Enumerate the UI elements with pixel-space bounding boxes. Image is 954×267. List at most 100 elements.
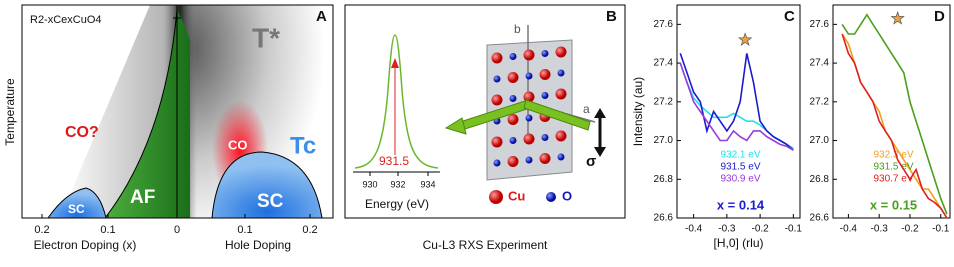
cu-atom (555, 46, 567, 58)
x-tick-label: 0.2 (34, 224, 49, 236)
x-tick-label: 0 (174, 224, 180, 236)
x-tick-label: -0.4 (840, 224, 858, 235)
legend-entry: 930.7 eV (873, 174, 913, 185)
x-tick-label: -0.3 (871, 224, 889, 235)
af-boundary (104, 9, 178, 219)
annotation: x = 0.14 (717, 197, 765, 212)
annotation: x = 0.15 (870, 197, 917, 212)
sc-dome-left (47, 187, 107, 219)
y-tick-label: 27.4 (654, 58, 674, 69)
cu-atom (491, 52, 503, 64)
x-label: [H,0] (rlu) (713, 236, 763, 250)
panel-b: B 931.5 930 932 934 Energy (eV) b a σ Cu… (344, 4, 626, 252)
t-star: T* (252, 22, 280, 53)
x-tick-label: -0.3 (718, 224, 736, 235)
cu-atom (539, 153, 551, 164)
x-tick-label: -0.2 (751, 224, 769, 235)
series-line (841, 33, 948, 219)
x-tick-label: 932 (390, 179, 405, 189)
x-tick-label: 934 (420, 179, 435, 189)
x-ticks (41, 17, 311, 218)
star-marker (737, 32, 753, 46)
sigma-label: σ (586, 153, 596, 170)
o-atom (525, 114, 533, 122)
plot-frame (676, 4, 801, 219)
o-atom (557, 153, 565, 161)
y-tick-label: 27.0 (654, 135, 674, 146)
o-legend: O (562, 188, 572, 203)
legend-entry: 931.5 eV (720, 162, 760, 173)
panel-label: B (606, 8, 617, 25)
o-atom (541, 50, 549, 57)
o-atom (541, 92, 549, 99)
arrow-head (391, 58, 399, 68)
peak-label: 931.5 (379, 154, 409, 168)
y-tick-label: 27.6 (810, 19, 830, 30)
cu-legend: Cu (508, 188, 525, 203)
panel-label: C (784, 8, 795, 25)
x-tick-label: -0.4 (685, 224, 703, 235)
x-tick-label: 0.1 (237, 224, 252, 236)
y-tick-label: 27.2 (810, 96, 830, 107)
y-tick-label: 27.0 (810, 135, 830, 146)
spectrum-ticks (369, 172, 429, 176)
o-atom (541, 134, 549, 141)
caption: Cu-L3 RXS Experiment (423, 238, 548, 252)
o-atom (493, 159, 501, 167)
cu-atom (491, 94, 503, 106)
sc-right: SC (257, 191, 284, 212)
cu-atom (523, 133, 535, 145)
sc-dome-right (211, 151, 323, 219)
peak-curve (354, 34, 439, 169)
af-region (105, 10, 190, 218)
beam-out (523, 99, 591, 131)
x-label: Energy (eV) (365, 197, 429, 211)
x-tick-label: 0.1 (100, 224, 115, 236)
panel-a: R2-xCexCuO4 T* A CO? CO Tc SC AF SC Temp… (3, 4, 334, 252)
x-tick-label: -0.1 (785, 224, 803, 235)
af-label: AF (130, 187, 155, 208)
o-atom (509, 95, 517, 102)
y-tick-label: 26.6 (810, 213, 830, 224)
atoms (491, 46, 567, 167)
cu-legend-icon (489, 190, 503, 204)
legend-entry: 932.3 eV (873, 150, 913, 161)
cu-atom (555, 88, 567, 100)
frame (344, 4, 626, 219)
x-label-left: Electron Doping (x) (34, 238, 137, 252)
o-atom (509, 137, 517, 144)
beam-in-head (444, 117, 467, 135)
cu-atom (491, 136, 503, 148)
co-label: CO (228, 137, 248, 152)
formula: R2-xCexCuO4 (30, 14, 102, 26)
x-tick-label: -0.1 (932, 224, 950, 235)
axis-a-label: a (583, 102, 590, 116)
legend-entry: 932.1 eV (720, 150, 760, 161)
y-tick-label: 27.4 (810, 58, 830, 69)
x-tick-label: -0.2 (901, 224, 919, 235)
y-label: Intensity (au) (631, 77, 645, 146)
cu-atom (507, 156, 519, 167)
x-tick-label: 930 (362, 179, 377, 189)
o-legend-icon (546, 192, 556, 202)
o-atom (525, 72, 533, 80)
legend-entry: 931.5 eV (873, 162, 913, 173)
cu-atom (523, 49, 535, 61)
panel-label: A (316, 8, 327, 25)
star-marker (890, 11, 905, 25)
tc-label: Tc (290, 132, 316, 159)
x-tick-label: 0.2 (302, 224, 317, 236)
o-atom (557, 69, 565, 77)
y-tick-label: 27.2 (654, 96, 674, 107)
o-atom (525, 156, 533, 164)
plot-frame (832, 4, 951, 219)
cu-atom (539, 69, 551, 80)
cu-atom (507, 114, 519, 125)
axis-b-label: b (514, 22, 521, 36)
series-line (679, 53, 794, 151)
y-tick-label: 27.6 (654, 19, 674, 30)
legend-entry: 930.9 eV (720, 174, 760, 185)
y-tick-label: 26.8 (810, 174, 830, 185)
series-line (679, 62, 794, 151)
